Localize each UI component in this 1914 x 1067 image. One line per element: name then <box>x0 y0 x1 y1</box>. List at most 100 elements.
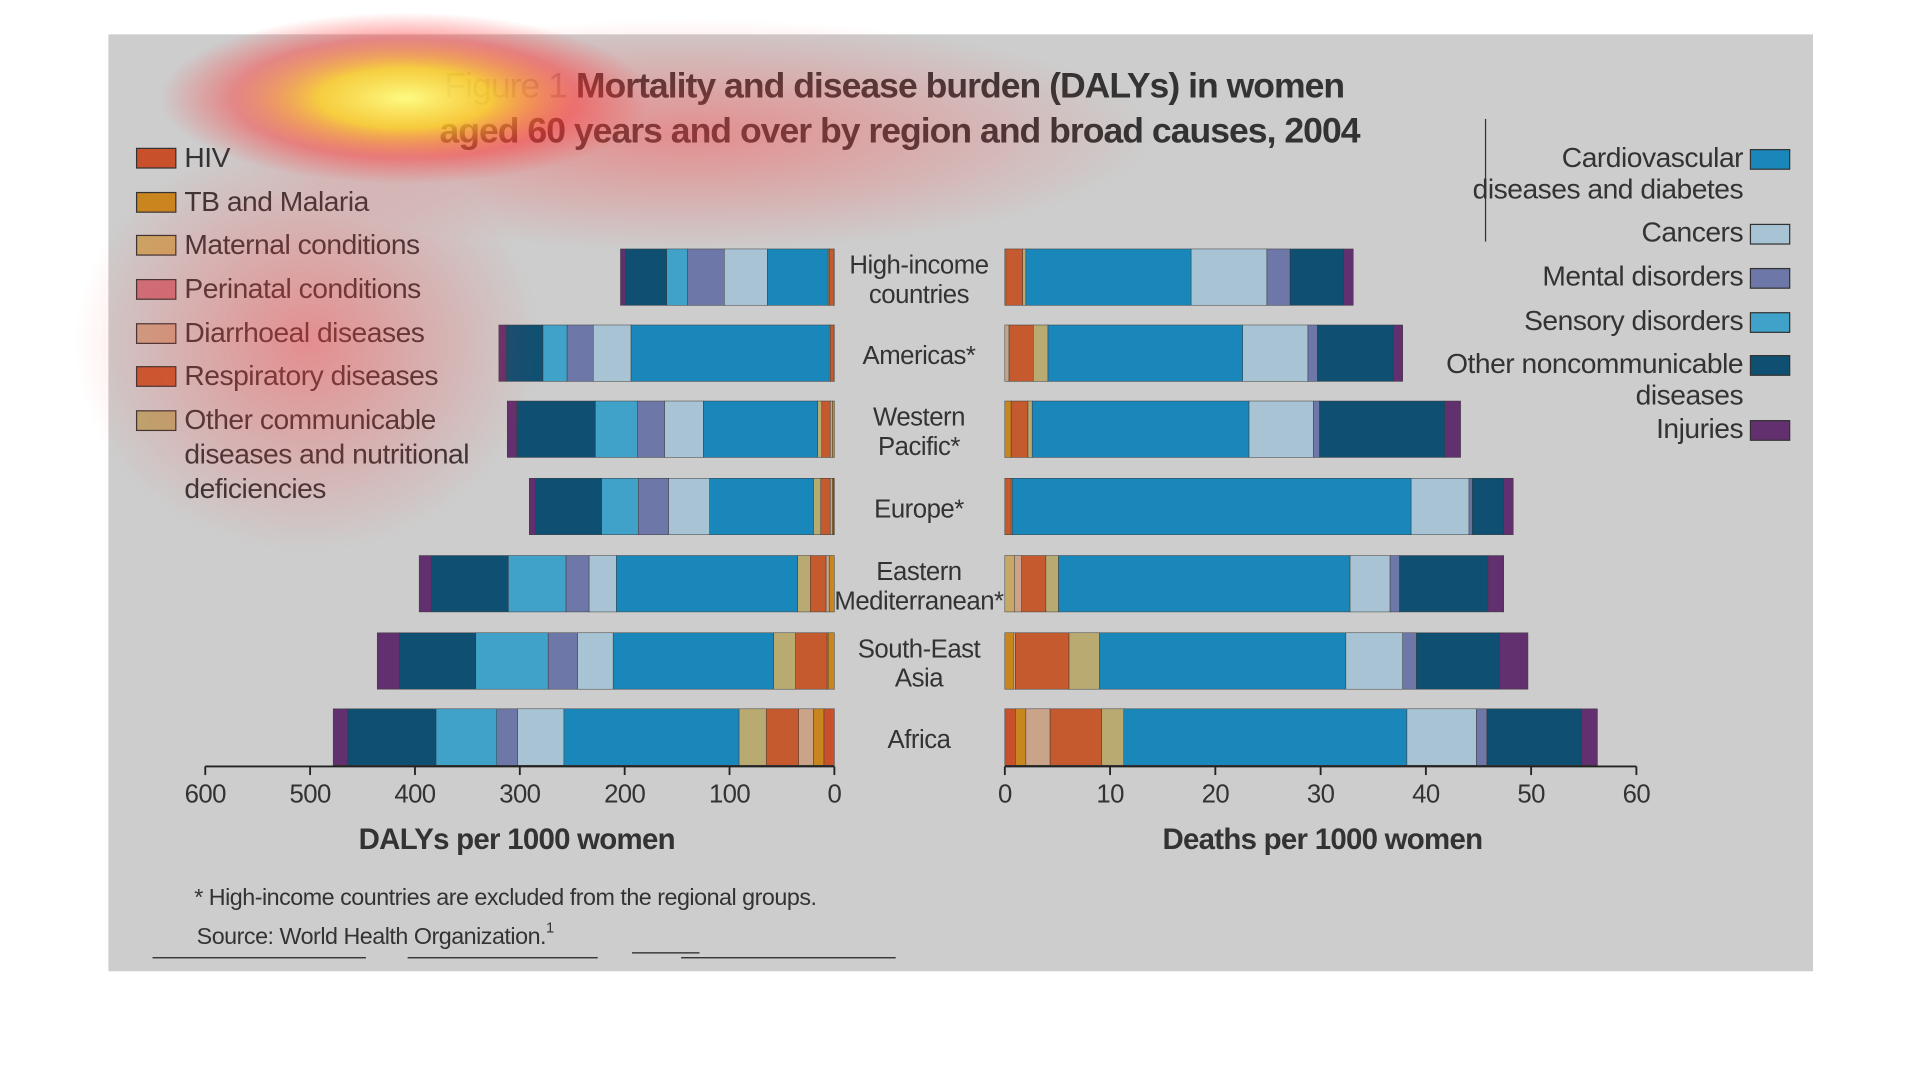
bar-segment <box>1392 324 1403 382</box>
bar-segment <box>1319 400 1446 458</box>
bar-segment <box>797 555 811 613</box>
legend-label-box: Mental disorders <box>1542 260 1743 292</box>
bar-segment <box>566 324 594 382</box>
bar-segment <box>1317 324 1394 382</box>
bar-segment <box>418 555 432 613</box>
bar-segment <box>738 708 767 766</box>
bar-segment <box>508 555 567 613</box>
title-line: aged 60 years and over by region and bro… <box>439 111 1360 151</box>
bar-segment <box>1389 555 1400 613</box>
x-tick-label: 0 <box>998 781 1012 809</box>
title-line: Mortality and disease burden (DALYs) in … <box>576 66 1344 106</box>
category-label-box: Western Pacific* <box>872 403 965 462</box>
bar-segment <box>529 478 536 535</box>
bar-segment <box>1008 324 1034 382</box>
legend-swatch <box>135 366 177 387</box>
source-ref: 1 <box>546 920 554 936</box>
legend-label: Injuries <box>1656 412 1744 444</box>
bar-segment <box>637 400 665 458</box>
category-label: South-East Asia <box>857 635 981 693</box>
bar-segment <box>1045 555 1059 613</box>
x-axis-label: DALYs per 1000 women <box>359 823 675 856</box>
bar-segment <box>1349 555 1391 613</box>
legend-swatch <box>1749 312 1791 333</box>
bar-segment <box>1410 478 1470 535</box>
bar-segment <box>1266 248 1291 306</box>
x-tick-label: 60 <box>1623 781 1651 809</box>
category-label-box: South-East Asia <box>857 635 981 693</box>
category-label-box: High-income countries <box>849 251 989 310</box>
legend-swatch <box>135 191 177 213</box>
legend-label: Other noncommunicable diseases <box>1446 347 1744 411</box>
bar-segment <box>595 400 638 458</box>
bar-segment <box>601 478 639 535</box>
bar-segment <box>1289 248 1345 306</box>
bar-segment <box>1123 708 1408 766</box>
x-tick-label: 20 <box>1202 781 1230 809</box>
legend-swatch <box>1749 355 1791 376</box>
bar-segment <box>1031 400 1250 458</box>
bar-segment <box>1343 248 1354 306</box>
bar-segment <box>1068 632 1100 690</box>
legend-label: Respiratory diseases <box>184 359 438 392</box>
bar-segment <box>767 248 829 306</box>
figure-label: Figure 1 <box>444 66 567 106</box>
bar-segment <box>1047 324 1243 382</box>
bar-segment <box>1049 708 1102 766</box>
category-label: Africa <box>887 725 951 755</box>
legend-swatch <box>1749 148 1791 170</box>
legend-label-box: Cardiovascular diseases and diabetes <box>1472 141 1744 205</box>
legend-label: Cancers <box>1641 215 1744 248</box>
category-label: Europe* <box>874 495 964 524</box>
bar-segment <box>795 632 828 690</box>
category-label: High-income countries <box>849 251 989 310</box>
bar-segment <box>638 478 669 535</box>
legend-label: Diarrhoeal diseases <box>184 316 425 349</box>
chart-title: aged 60 years and over by region and bro… <box>439 111 1360 151</box>
bar-segment <box>1021 555 1047 613</box>
bar-segment <box>612 632 774 690</box>
bar-segment <box>1416 632 1500 690</box>
legend-label: Perinatal conditions <box>184 272 421 305</box>
bar-segment <box>1027 400 1033 458</box>
bar-segment <box>516 400 596 458</box>
bar-segment <box>347 708 437 766</box>
legend-swatch <box>135 234 177 256</box>
bar-segment <box>1011 478 1412 535</box>
bar-segment <box>1406 708 1477 766</box>
legend-label-box: Other communicable diseases and nutritio… <box>184 403 469 504</box>
legend-label: TB and Malaria <box>184 185 369 218</box>
x-tick-label: 300 <box>499 781 540 809</box>
source-text: Source: World Health Organization. <box>197 923 546 949</box>
x-tick-label: 100 <box>709 781 750 809</box>
bar-segment <box>1307 324 1318 382</box>
bar-segment <box>1486 708 1582 766</box>
legend-swatch <box>1749 267 1791 289</box>
bar-segment <box>475 632 549 690</box>
category-label: Western Pacific* <box>872 403 965 462</box>
underlines <box>152 952 896 959</box>
bar-segment <box>496 708 518 766</box>
bar-segment <box>542 324 568 382</box>
bar-segment <box>724 248 768 306</box>
category-label: Eastern Mediterranean* <box>834 557 1004 616</box>
legend-swatch <box>135 323 177 344</box>
legend-label-box: Other noncommunicable diseases <box>1446 347 1744 411</box>
bar-segment <box>798 708 814 766</box>
bar-segment <box>630 324 830 382</box>
bar-segment <box>620 248 626 306</box>
x-axis-label: Deaths per 1000 women <box>1163 823 1483 856</box>
legend-label: Cardiovascular diseases and diabetes <box>1472 141 1744 205</box>
chart-title: Figure 1 Mortality and disease burden (D… <box>444 66 1344 106</box>
bar-segment <box>765 708 799 766</box>
bar-segment <box>709 478 814 535</box>
x-tick-label: 40 <box>1412 781 1440 809</box>
bar-segment <box>1312 400 1320 458</box>
legend-label-box: Sensory disorders <box>1524 304 1743 336</box>
x-tick-label: 0 <box>828 781 842 809</box>
source: Source: World Health Organization.1 <box>197 920 554 949</box>
bar-segment <box>1242 324 1309 382</box>
legend-swatch <box>1749 223 1791 245</box>
bar-segment <box>376 632 400 690</box>
